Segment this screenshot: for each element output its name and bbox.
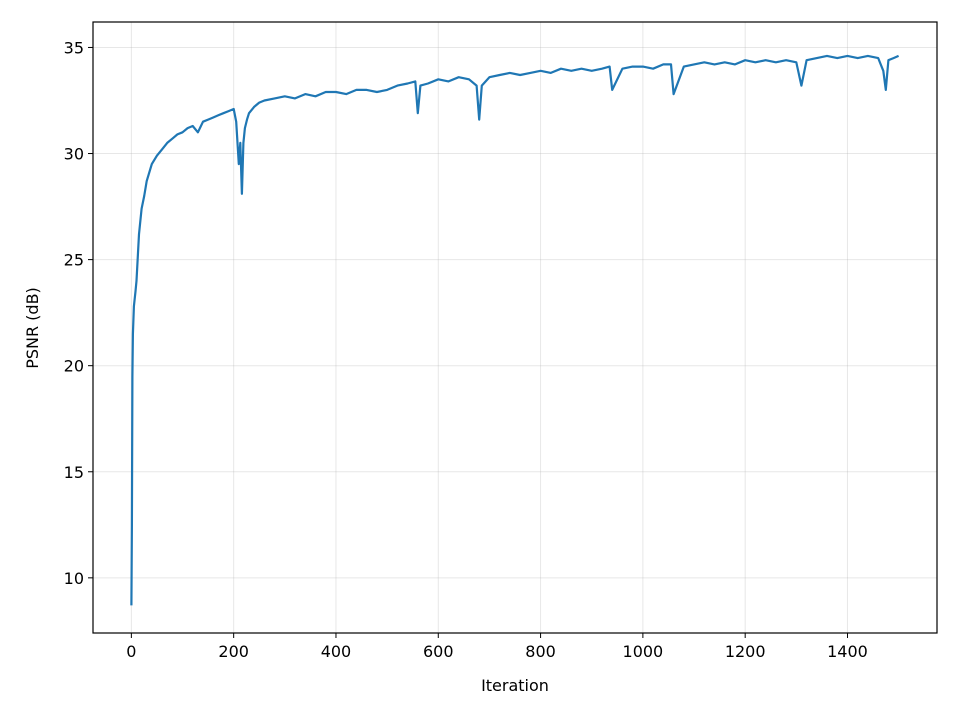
x-axis-label: Iteration xyxy=(481,676,549,695)
x-tick-label: 800 xyxy=(525,642,556,661)
y-tick-label: 35 xyxy=(64,38,84,57)
x-tick-label: 0 xyxy=(126,642,136,661)
y-tick-label: 15 xyxy=(64,463,84,482)
x-tick-label: 1200 xyxy=(725,642,766,661)
y-axis-label: PSNR (dB) xyxy=(23,287,42,369)
y-tick-label: 10 xyxy=(64,569,84,588)
x-tick-label: 1400 xyxy=(827,642,868,661)
y-tick-label: 25 xyxy=(64,251,84,270)
x-tick-label: 600 xyxy=(423,642,454,661)
x-tick-label: 200 xyxy=(218,642,249,661)
y-tick-label: 30 xyxy=(64,145,84,164)
psnr-series-line xyxy=(130,54,900,606)
x-tick-label: 1000 xyxy=(623,642,664,661)
x-tick-label: 400 xyxy=(321,642,352,661)
y-tick-label: 20 xyxy=(64,357,84,376)
series-layer xyxy=(130,54,900,606)
grid xyxy=(93,22,937,633)
axis-ticks: 0 200 400 600 800 1000 1200 1400 10 15 20 25 30 35 xyxy=(64,38,868,661)
plot-frame xyxy=(92,21,938,634)
